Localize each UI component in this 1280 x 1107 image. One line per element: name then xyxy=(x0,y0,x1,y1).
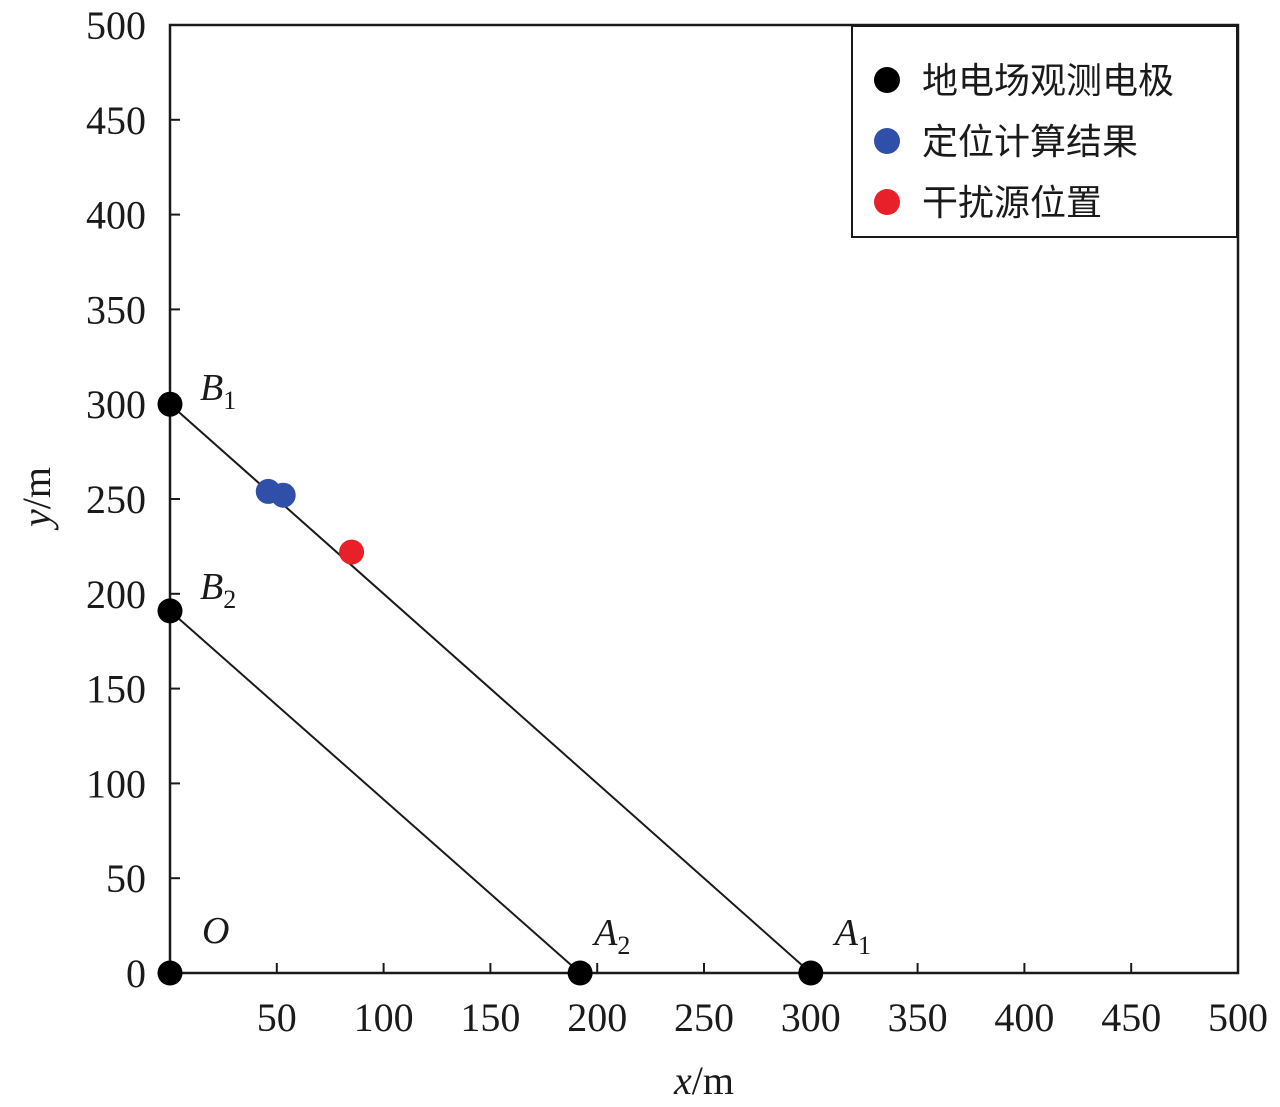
legend-marker-2 xyxy=(874,189,900,215)
y-tick-label: 150 xyxy=(86,667,146,712)
x-tick-label: 200 xyxy=(567,995,627,1040)
legend-marker-1 xyxy=(874,128,900,154)
point-r2 xyxy=(270,482,296,508)
x-tick-label: 500 xyxy=(1208,995,1268,1040)
y-tick-label: 350 xyxy=(86,287,146,332)
y-tick-label: 400 xyxy=(86,193,146,238)
y-tick-label: 100 xyxy=(86,761,146,806)
point-label-A1: A1 xyxy=(832,912,871,960)
x-tick-label: 350 xyxy=(888,995,948,1040)
x-tick-label: 100 xyxy=(354,995,414,1040)
x-tick-label: 400 xyxy=(994,995,1054,1040)
point-label-B2: B2 xyxy=(200,566,236,614)
point-B2 xyxy=(157,598,183,624)
y-tick-label: 300 xyxy=(86,382,146,427)
axis-ticks: 50 100 150 200 250 300 350 400 450 500 0 50 100 150 20… xyxy=(86,3,1268,1040)
y-tick-label: 450 xyxy=(86,98,146,143)
x-axis-title: x/m xyxy=(673,1058,734,1103)
point-label-A2: A2 xyxy=(591,912,630,960)
x-tick-label: 300 xyxy=(781,995,841,1040)
x-tick-label: 150 xyxy=(460,995,520,1040)
y-tick-label: 200 xyxy=(86,572,146,617)
y-tick-label: 250 xyxy=(86,477,146,522)
x-tick-label: 450 xyxy=(1101,995,1161,1040)
legend-label-1: 定位计算结果 xyxy=(922,122,1138,163)
point-O xyxy=(157,960,183,986)
point-B1 xyxy=(157,391,183,417)
legend-label-0: 地电场观测电极 xyxy=(922,61,1174,102)
y-tick-label: 50 xyxy=(106,856,146,901)
point-labels: O A1 A2 B1 B2 xyxy=(200,367,871,960)
y-tick-label: 0 xyxy=(126,951,146,996)
x-tick-label: 50 xyxy=(257,995,297,1040)
data-points xyxy=(157,391,824,986)
legend-marker-0 xyxy=(874,67,900,93)
x-tick-label: 250 xyxy=(674,995,734,1040)
y-axis-title: y/m xyxy=(14,467,59,531)
legend-label-2: 干扰源位置 xyxy=(922,183,1102,224)
legend-box xyxy=(851,25,1238,238)
y-tick-label: 500 xyxy=(86,3,146,48)
point-A1 xyxy=(798,960,824,986)
point-label-O: O xyxy=(202,910,229,952)
point-s1 xyxy=(339,539,365,565)
point-A2 xyxy=(567,960,593,986)
connection-line-B2-A2 xyxy=(169,610,581,974)
point-label-B1: B1 xyxy=(200,367,236,415)
